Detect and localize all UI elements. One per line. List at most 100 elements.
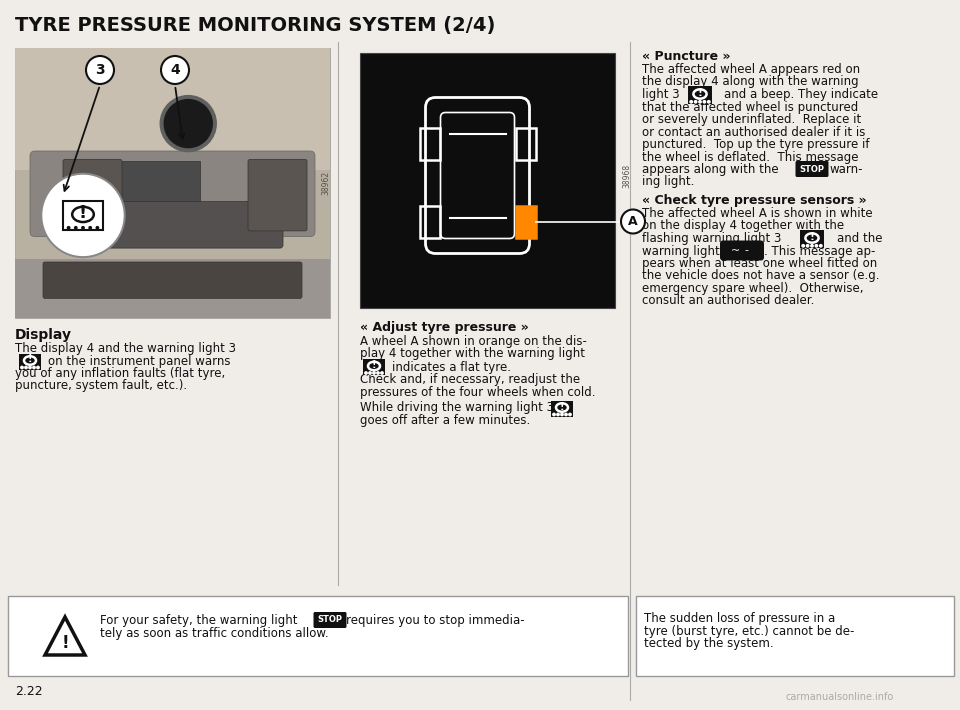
- Text: Display: Display: [15, 328, 72, 342]
- FancyBboxPatch shape: [551, 400, 573, 417]
- Text: « Adjust tyre pressure »: « Adjust tyre pressure »: [360, 321, 529, 334]
- Text: . This message ap-: . This message ap-: [764, 244, 876, 258]
- Text: or contact an authorised dealer if it is: or contact an authorised dealer if it is: [642, 126, 865, 138]
- FancyBboxPatch shape: [43, 262, 302, 298]
- FancyBboxPatch shape: [363, 359, 385, 375]
- Circle shape: [561, 413, 564, 415]
- Circle shape: [21, 366, 23, 368]
- FancyBboxPatch shape: [63, 201, 103, 230]
- Circle shape: [369, 372, 372, 374]
- Text: consult an authorised dealer.: consult an authorised dealer.: [642, 295, 814, 307]
- Circle shape: [708, 101, 710, 103]
- Text: appears along with the: appears along with the: [642, 163, 779, 176]
- FancyBboxPatch shape: [800, 230, 824, 248]
- Text: warning light: warning light: [642, 244, 720, 258]
- Text: play 4 together with the warning light: play 4 together with the warning light: [360, 347, 585, 361]
- Text: and a beep. They indicate: and a beep. They indicate: [724, 88, 878, 101]
- Text: emergency spare wheel).  Otherwise,: emergency spare wheel). Otherwise,: [642, 282, 863, 295]
- Text: !: !: [372, 360, 376, 370]
- Circle shape: [161, 56, 189, 84]
- Text: « Puncture »: « Puncture »: [642, 50, 731, 63]
- Text: pears when at least one wheel fitted on: pears when at least one wheel fitted on: [642, 257, 877, 270]
- Circle shape: [86, 56, 114, 84]
- Text: !: !: [61, 634, 69, 652]
- Text: punctured.  Top up the tyre pressure if: punctured. Top up the tyre pressure if: [642, 138, 870, 151]
- FancyBboxPatch shape: [62, 202, 283, 248]
- Text: 38968: 38968: [622, 163, 631, 187]
- Text: !: !: [809, 232, 814, 242]
- FancyBboxPatch shape: [80, 161, 200, 202]
- Text: ~: ~: [732, 246, 740, 256]
- Text: the wheel is deflated.  This message: the wheel is deflated. This message: [642, 151, 858, 163]
- Circle shape: [802, 245, 804, 247]
- Text: goes off after a few minutes.: goes off after a few minutes.: [360, 414, 530, 427]
- Text: The display 4 and the warning light 3: The display 4 and the warning light 3: [15, 342, 236, 355]
- FancyBboxPatch shape: [516, 205, 536, 238]
- Circle shape: [557, 413, 559, 415]
- Circle shape: [381, 372, 383, 374]
- Text: !: !: [28, 354, 33, 364]
- Text: The affected wheel A appears red on: The affected wheel A appears red on: [642, 63, 860, 76]
- Circle shape: [67, 226, 70, 229]
- Text: The affected wheel A is shown in white: The affected wheel A is shown in white: [642, 207, 873, 220]
- Text: that the affected wheel is punctured: that the affected wheel is punctured: [642, 101, 858, 114]
- Circle shape: [806, 245, 808, 247]
- Text: indicates a flat tyre.: indicates a flat tyre.: [392, 361, 511, 374]
- Text: or severely underinflated.  Replace it: or severely underinflated. Replace it: [642, 113, 861, 126]
- FancyBboxPatch shape: [8, 596, 628, 676]
- Circle shape: [89, 226, 91, 229]
- Text: « Check tyre pressure sensors »: « Check tyre pressure sensors »: [642, 194, 867, 207]
- Text: and the: and the: [837, 232, 882, 245]
- Circle shape: [699, 101, 701, 103]
- Polygon shape: [45, 617, 85, 655]
- Circle shape: [564, 413, 567, 415]
- Circle shape: [29, 366, 31, 368]
- FancyBboxPatch shape: [720, 241, 764, 261]
- FancyBboxPatch shape: [796, 161, 828, 177]
- FancyBboxPatch shape: [688, 86, 712, 104]
- Circle shape: [703, 101, 706, 103]
- FancyBboxPatch shape: [30, 151, 315, 236]
- Text: !: !: [698, 88, 703, 98]
- Circle shape: [553, 413, 555, 415]
- FancyBboxPatch shape: [15, 258, 330, 318]
- Text: 2.22: 2.22: [15, 685, 42, 698]
- Circle shape: [25, 366, 27, 368]
- Circle shape: [82, 226, 84, 229]
- FancyBboxPatch shape: [63, 160, 122, 231]
- Text: The sudden loss of pressure in a: The sudden loss of pressure in a: [644, 612, 835, 625]
- Text: -: -: [744, 246, 748, 256]
- Circle shape: [568, 413, 571, 415]
- Text: carmanualsonline.info: carmanualsonline.info: [786, 692, 894, 702]
- Circle shape: [36, 366, 39, 368]
- Text: puncture, system fault, etc.).: puncture, system fault, etc.).: [15, 380, 187, 393]
- Text: Check and, if necessary, readjust the: Check and, if necessary, readjust the: [360, 373, 580, 386]
- Text: !: !: [560, 401, 564, 412]
- Text: STOP: STOP: [318, 616, 343, 625]
- Circle shape: [96, 226, 99, 229]
- Text: flashing warning light 3: flashing warning light 3: [642, 232, 781, 245]
- Circle shape: [376, 372, 379, 374]
- Circle shape: [621, 209, 645, 234]
- Text: light 3: light 3: [642, 88, 680, 101]
- Text: on the instrument panel warns: on the instrument panel warns: [48, 354, 230, 368]
- Text: A: A: [628, 215, 637, 228]
- Circle shape: [820, 245, 822, 247]
- Circle shape: [690, 101, 692, 103]
- FancyBboxPatch shape: [15, 48, 330, 318]
- Text: requires you to stop immedia-: requires you to stop immedia-: [346, 614, 524, 627]
- FancyBboxPatch shape: [314, 612, 347, 628]
- Text: warn-: warn-: [830, 163, 863, 176]
- Text: ing light.: ing light.: [642, 175, 694, 188]
- Text: A wheel A shown in orange on the dis-: A wheel A shown in orange on the dis-: [360, 335, 587, 348]
- Circle shape: [75, 226, 77, 229]
- Circle shape: [43, 175, 123, 256]
- Text: TYRE PRESSURE MONITORING SYSTEM (2/4): TYRE PRESSURE MONITORING SYSTEM (2/4): [15, 16, 495, 35]
- Text: For your safety, the warning light: For your safety, the warning light: [100, 614, 298, 627]
- FancyBboxPatch shape: [248, 160, 307, 231]
- Text: !: !: [79, 204, 87, 222]
- Text: on the display 4 together with the: on the display 4 together with the: [642, 219, 844, 232]
- Circle shape: [33, 366, 36, 368]
- Text: 38962: 38962: [322, 171, 330, 195]
- FancyBboxPatch shape: [15, 48, 330, 170]
